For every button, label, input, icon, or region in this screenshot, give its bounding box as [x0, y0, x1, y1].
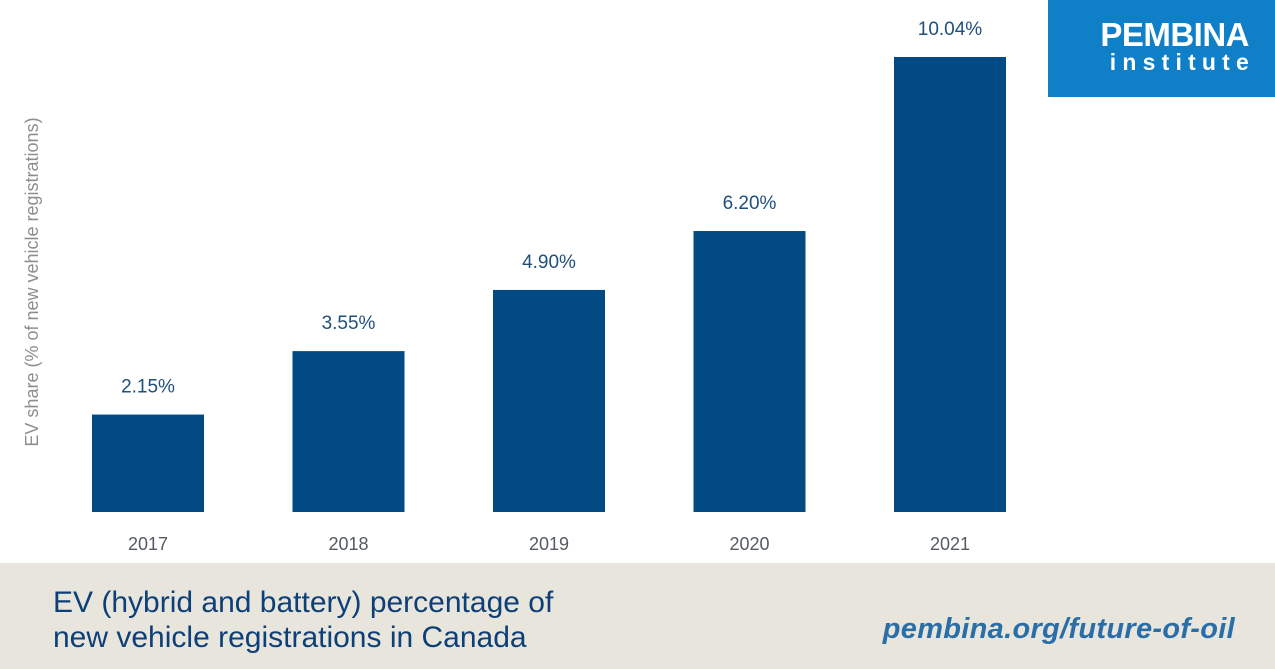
source-link[interactable]: pembina.org/future-of-oil — [882, 613, 1235, 645]
x-tick-2020: 2020 — [729, 534, 769, 554]
pembina-logo[interactable]: PEMBINA institute — [1048, 0, 1275, 97]
y-axis-label: EV share (% of new vehicle registrations… — [22, 117, 42, 446]
x-tick-2019: 2019 — [529, 534, 569, 554]
bar-2017 — [92, 414, 204, 512]
chart-title: EV (hybrid and battery) percentage of ne… — [53, 586, 554, 654]
x-tick-2018: 2018 — [328, 534, 368, 554]
logo-wordmark: PEMBINA — [1100, 16, 1249, 53]
bar-2021 — [894, 57, 1006, 512]
bar-2019 — [493, 289, 605, 512]
value-label-2021: 10.04% — [918, 19, 983, 40]
bar-2018 — [292, 351, 405, 512]
bar-chart: EV share (% of new vehicle registrations… — [22, 19, 1006, 554]
value-label-2020: 6.20% — [723, 193, 777, 214]
bars-layer: 2.15% 2017 3.55% 2018 4.90% 2019 6.20% 2020 10.0… — [92, 19, 1006, 554]
footer-banner: EV (hybrid and battery) percentage of ne… — [0, 563, 1275, 669]
x-tick-2021: 2021 — [930, 534, 970, 554]
value-label-2018: 3.55% — [322, 313, 376, 334]
x-tick-2017: 2017 — [128, 534, 168, 554]
value-label-2017: 2.15% — [121, 377, 175, 398]
bar-2020 — [693, 231, 806, 512]
logo-subtitle: institute — [1109, 49, 1255, 75]
value-label-2019: 4.90% — [522, 252, 576, 273]
